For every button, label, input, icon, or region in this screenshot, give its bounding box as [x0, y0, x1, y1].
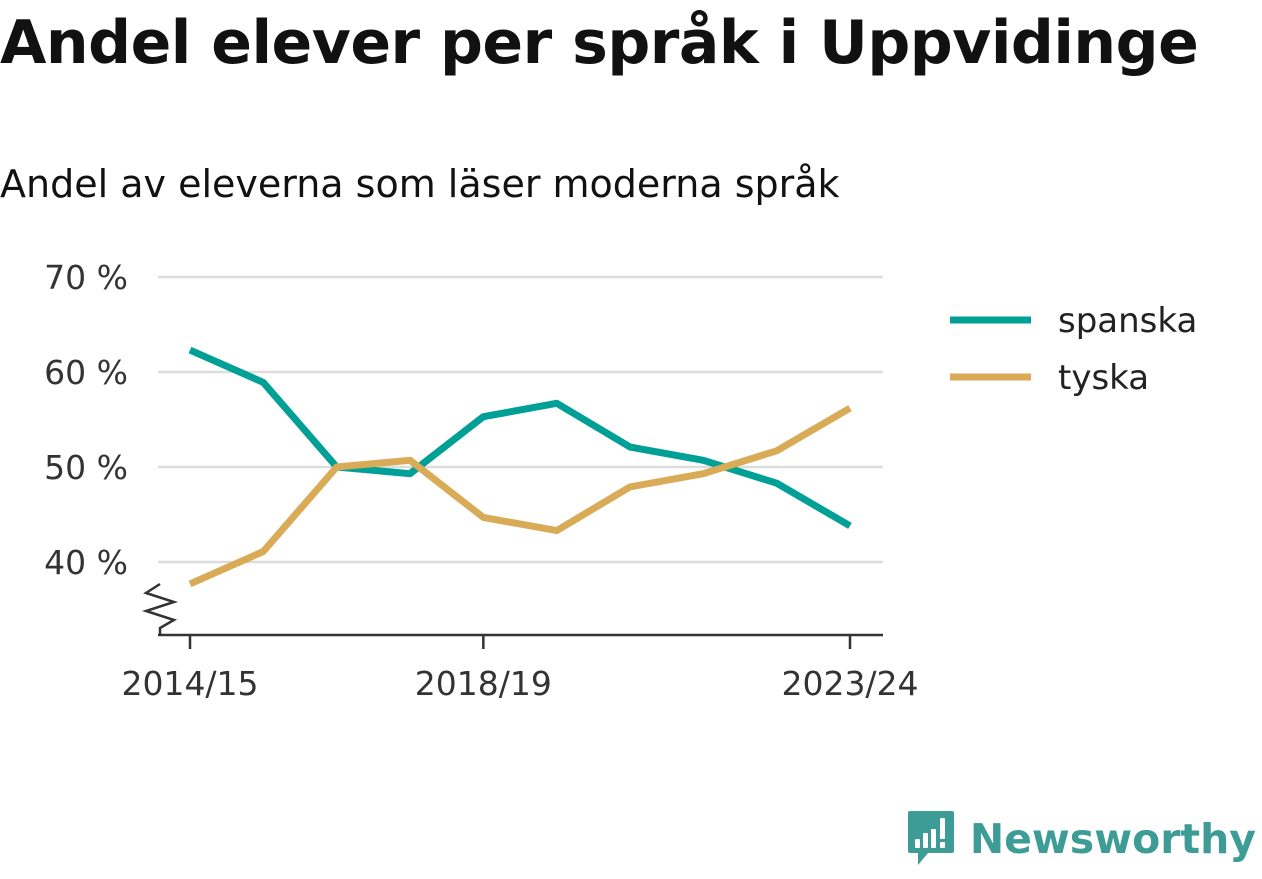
brand-logo: Newsworthy [906, 809, 1256, 869]
chart-title: Andel elever per språk i Uppvidinge [0, 8, 1199, 78]
y-tick-label: 70 % [44, 258, 128, 297]
legend-label: tyska [1058, 358, 1149, 398]
x-axis-ticks: 2014/15 2018/19 2023/24 [121, 635, 919, 703]
x-tick-label: 2018/19 [415, 664, 552, 703]
legend-label: spanska [1058, 301, 1197, 341]
newsworthy-logo-icon [907, 811, 954, 865]
y-axis-ticks: 40 % 50 % 60 % 70 % [44, 258, 128, 582]
series-line-tyska [188, 405, 852, 588]
legend-item-tyska: tyska [950, 358, 1149, 398]
grid-lines [158, 275, 883, 564]
series-line-spanska [188, 346, 852, 529]
series-lines [188, 346, 852, 588]
y-axis-break-icon [141, 582, 179, 636]
y-tick-label: 50 % [44, 448, 128, 487]
brand-name: Newsworthy [969, 815, 1256, 863]
y-tick-label: 40 % [44, 543, 128, 582]
x-tick-label: 2014/15 [121, 664, 258, 703]
chart-subtitle: Andel av eleverna som läser moderna språ… [0, 162, 840, 206]
legend: spanska tyska [950, 301, 1197, 398]
y-tick-label: 60 % [44, 353, 128, 392]
x-tick-label: 2023/24 [781, 664, 918, 703]
legend-item-spanska: spanska [950, 301, 1197, 341]
x-axis [141, 582, 883, 637]
